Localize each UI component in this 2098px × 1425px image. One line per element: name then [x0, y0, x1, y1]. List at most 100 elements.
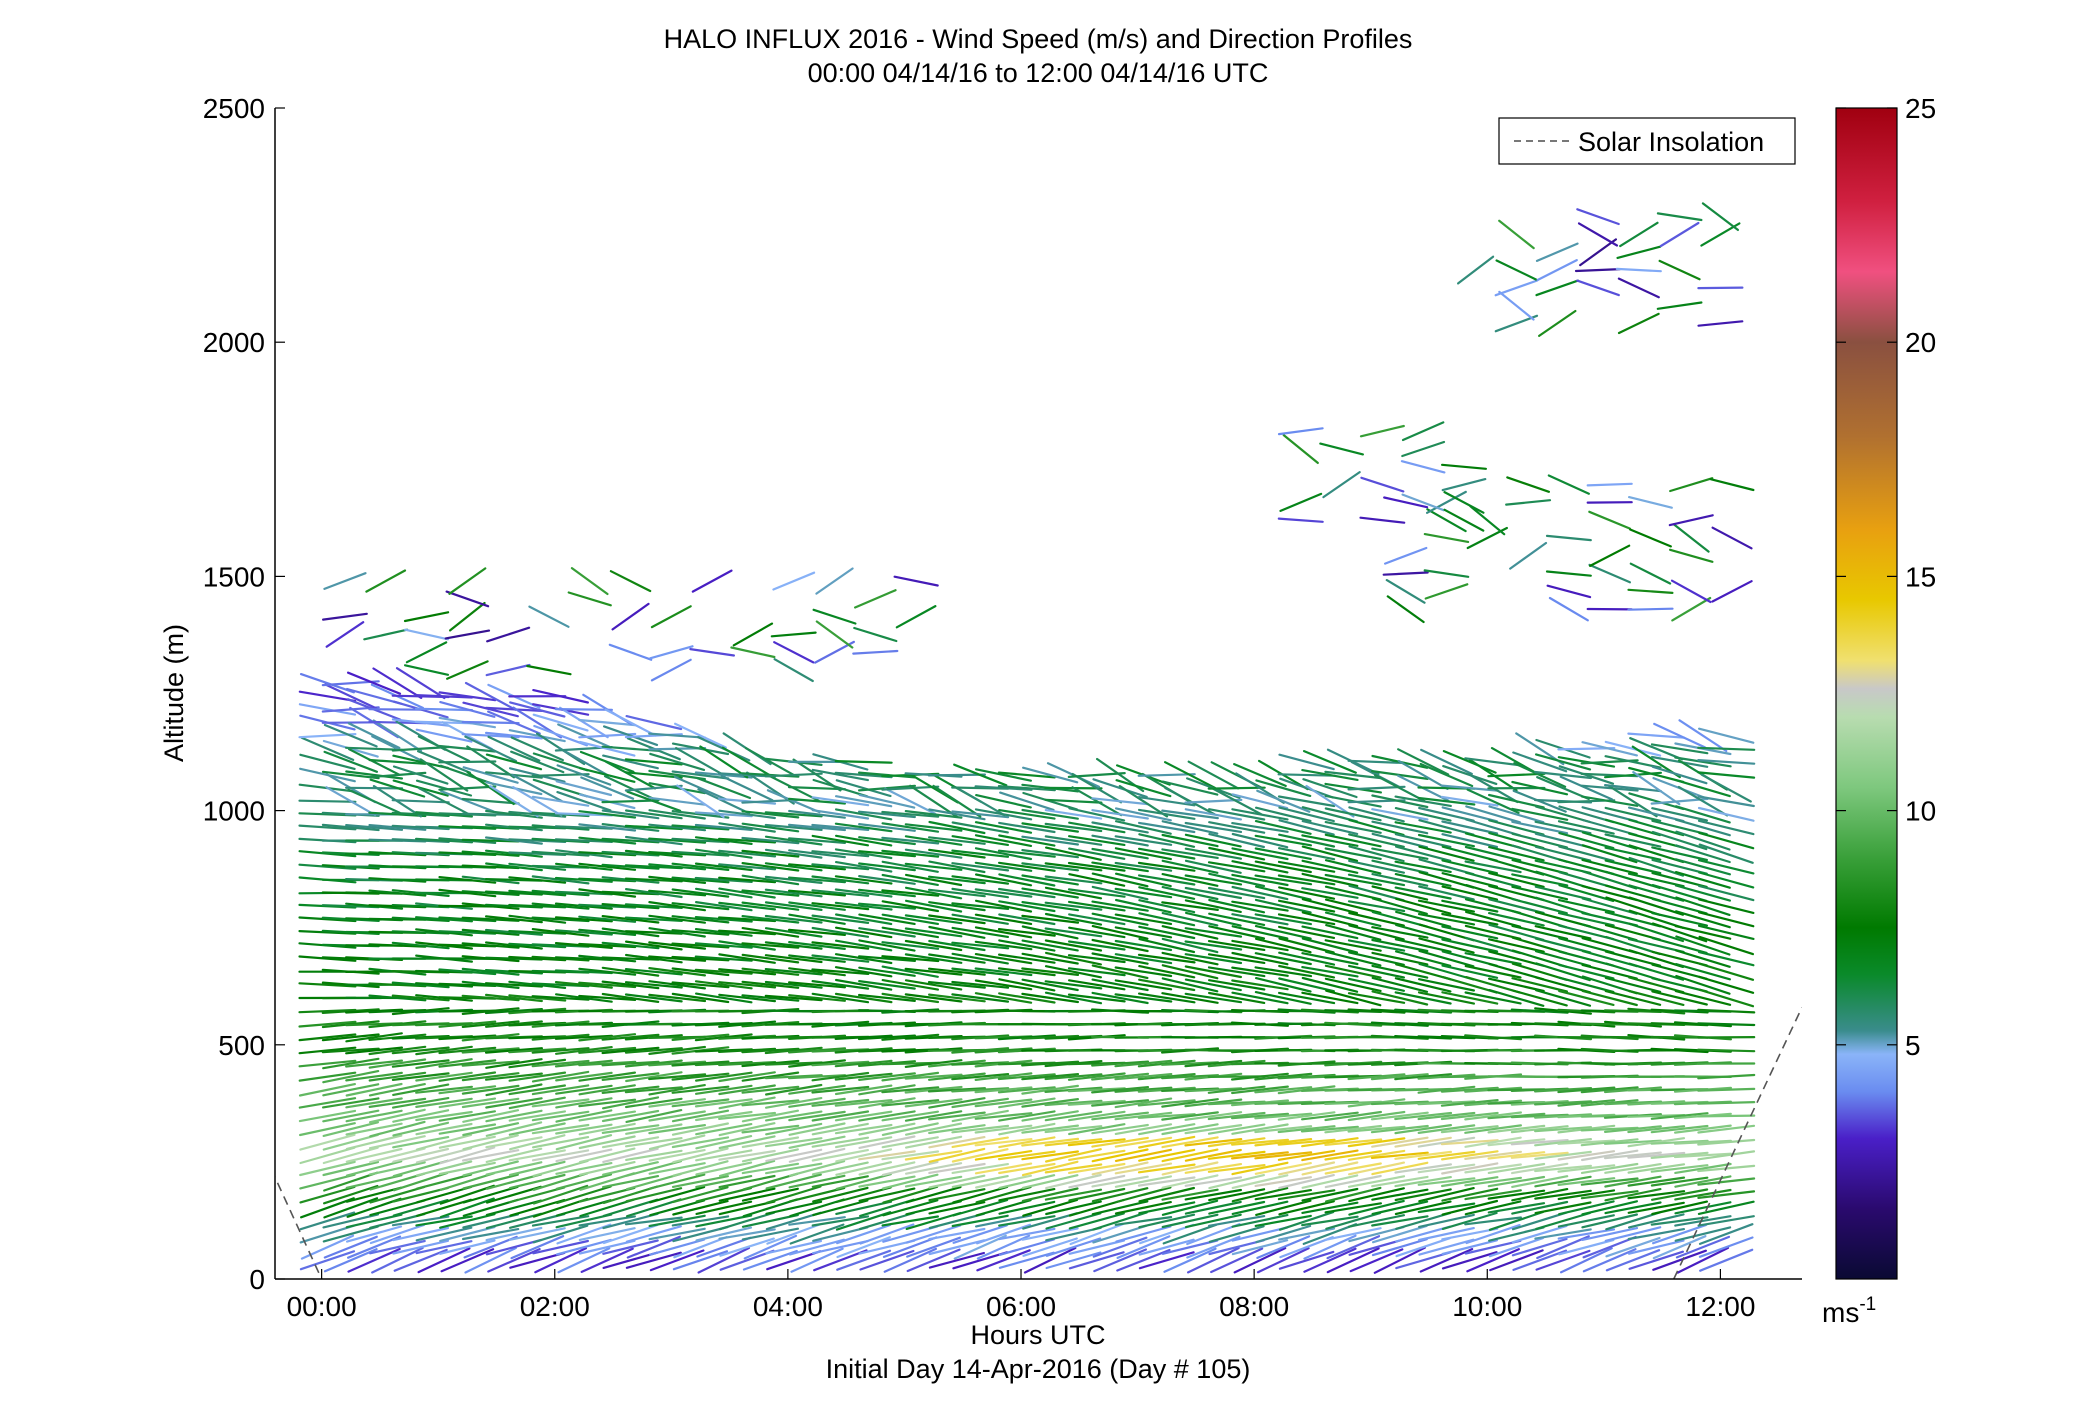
wind-barb: [672, 1250, 729, 1271]
wind-barb: [1488, 898, 1545, 915]
wind-barb: [1301, 819, 1359, 836]
wind-barb: [1161, 1148, 1219, 1163]
colorbar-tick-label: 20: [1905, 327, 1936, 358]
wind-barb: [881, 1099, 940, 1107]
wind-barb: [1021, 1084, 1080, 1095]
wind-barb: [1441, 1162, 1499, 1175]
wind-barb: [1324, 977, 1382, 993]
wind-barb: [1114, 835, 1173, 846]
wind-barb: [1021, 1124, 1080, 1134]
wind-barb: [764, 875, 823, 885]
wind-barb: [1534, 820, 1592, 835]
wind-barb: [391, 838, 450, 844]
wind-barb: [718, 863, 777, 871]
wind-barb: [858, 1084, 916, 1096]
wind-barb: [1091, 952, 1149, 965]
wind-barb: [1092, 1224, 1148, 1244]
wind-barb: [578, 1046, 637, 1054]
wind-barb: [1091, 964, 1149, 980]
wind-barb: [438, 1020, 497, 1028]
wind-barb: [1277, 795, 1336, 808]
wind-barb: [1371, 1188, 1429, 1201]
wind-barb: [1068, 1149, 1126, 1162]
wind-barb: [718, 901, 777, 911]
wind-barb: [1417, 1085, 1476, 1094]
wind-barb: [1651, 830, 1708, 851]
wind-barb: [1231, 1213, 1289, 1228]
wind-barb: [998, 873, 1056, 887]
wind-barb: [1114, 913, 1173, 926]
wind-barb: [1067, 1110, 1126, 1122]
wind-barb: [485, 1173, 543, 1190]
wind-barb: [648, 914, 707, 924]
wind-barb: [881, 810, 940, 818]
wind-barb: [764, 772, 823, 778]
wind-barb: [928, 1097, 986, 1109]
wind-barb: [1628, 949, 1685, 969]
wind-barb: [974, 1086, 1033, 1094]
wind-barb: [904, 1162, 963, 1175]
wind-barb: [834, 913, 893, 926]
wind-barb: [534, 1247, 588, 1274]
wind-barb: [741, 1213, 799, 1228]
wind-barb: [836, 1223, 892, 1245]
wind-barb: [717, 837, 777, 844]
wind-barb: [554, 969, 614, 975]
wind-barb: [1091, 1175, 1149, 1188]
wind-barb: [1114, 953, 1173, 965]
wind-barb: [368, 1097, 427, 1109]
wind-barb: [1348, 911, 1405, 927]
wind-barb: [1114, 1072, 1173, 1081]
wind-barb: [391, 930, 450, 935]
wind-barb: [578, 767, 636, 783]
wind-barb: [368, 758, 427, 765]
wind-barb: [1138, 1238, 1195, 1256]
wind-barb: [1417, 1163, 1476, 1174]
wind-barb: [531, 902, 590, 910]
wind-barb: [531, 1215, 590, 1227]
wind-barb: [764, 1083, 823, 1096]
wind-barb: [1370, 1151, 1429, 1160]
wind-barb: [694, 876, 753, 884]
wind-barb: [1394, 1175, 1452, 1188]
wind-barb: [1423, 532, 1470, 544]
wind-barb: [1371, 1175, 1429, 1188]
wind-barb: [1417, 899, 1476, 913]
wind-barb: [368, 943, 427, 948]
wind-barb: [1580, 795, 1639, 807]
wind-barb: [1161, 1098, 1219, 1108]
wind-barb: [1534, 1201, 1592, 1215]
solar-insolation-line-left: [275, 1175, 323, 1279]
wind-barb: [1278, 1227, 1336, 1241]
wind-barb: [1627, 1125, 1686, 1134]
wind-barb: [508, 1160, 566, 1177]
wind-barb: [1464, 860, 1522, 874]
wind-barb: [788, 1174, 846, 1189]
wind-barb: [1231, 966, 1289, 977]
wind-barb: [461, 890, 520, 897]
x-tick-label: 00:00: [287, 1291, 357, 1322]
wind-barb: [1161, 1174, 1219, 1189]
wind-barb: [1557, 820, 1615, 835]
wind-barb: [858, 1211, 915, 1231]
wind-barb: [1418, 871, 1475, 889]
wind-barb: [1347, 1137, 1406, 1148]
wind-barb: [1697, 911, 1755, 928]
wind-barb: [1697, 1022, 1756, 1027]
wind-barb: [1069, 1222, 1125, 1246]
wind-barb: [718, 1122, 776, 1137]
wind-barb: [1067, 861, 1126, 872]
wind-barb: [673, 722, 727, 749]
wind-barb: [1137, 1176, 1196, 1187]
wind-barb: [859, 1249, 915, 1271]
wind-barb: [1628, 989, 1685, 1007]
wind-barb: [578, 823, 637, 832]
wind-barb: [1534, 950, 1592, 968]
wind-barb: [1348, 884, 1405, 902]
wind-barb: [1231, 1174, 1289, 1190]
wind-barb: [766, 789, 821, 814]
wind-barb: [834, 1034, 893, 1041]
wind-barb: [858, 1187, 916, 1202]
wind-barb: [417, 735, 471, 763]
wind-barb: [1021, 1060, 1080, 1067]
